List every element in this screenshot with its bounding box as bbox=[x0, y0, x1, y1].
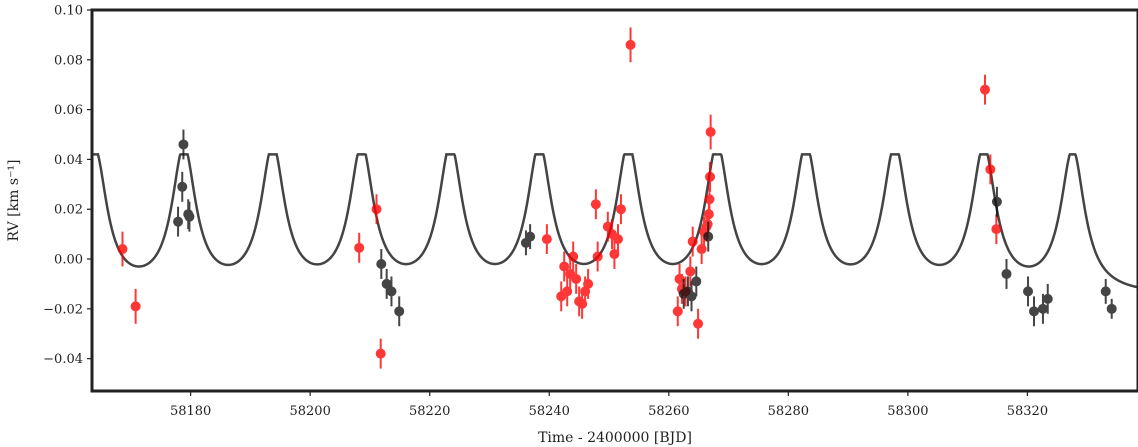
x-tick-label: 58280 bbox=[768, 404, 809, 419]
series-0 bbox=[117, 27, 1002, 369]
data-point bbox=[1037, 303, 1048, 314]
x-tick-label: 58320 bbox=[1007, 404, 1048, 419]
y-axis-label: RV [km s⁻¹] bbox=[6, 160, 22, 242]
data-point bbox=[672, 306, 683, 317]
model-curve bbox=[92, 153, 1138, 289]
data-point bbox=[985, 164, 996, 175]
data-point bbox=[1028, 306, 1039, 317]
x-tick-label: 58240 bbox=[529, 404, 570, 419]
series-1 bbox=[173, 129, 1117, 327]
data-point bbox=[703, 231, 714, 242]
data-point bbox=[1106, 303, 1117, 314]
x-tick-label: 58180 bbox=[170, 404, 211, 419]
data-point bbox=[609, 249, 620, 260]
y-tick-label: 0.00 bbox=[54, 253, 83, 268]
data-point bbox=[1042, 293, 1053, 304]
data-point bbox=[117, 244, 128, 255]
data-point bbox=[130, 301, 141, 312]
data-point bbox=[386, 286, 397, 297]
x-axis: 58180 58200 58220 58240 58260 58280 58300 58320 bbox=[170, 391, 1048, 419]
y-tick-label: 0.08 bbox=[54, 53, 83, 68]
data-point bbox=[354, 242, 365, 253]
plot-frame bbox=[90, 8, 1138, 393]
y-tick-label: −0.02 bbox=[43, 302, 83, 317]
data-point bbox=[590, 199, 601, 210]
x-axis-label: Time - 2400000 [BJD] bbox=[538, 430, 692, 446]
x-tick-label: 58200 bbox=[289, 404, 330, 419]
data-point bbox=[376, 259, 387, 269]
data-point bbox=[615, 204, 626, 215]
data-point bbox=[177, 181, 188, 192]
data-point bbox=[979, 84, 990, 95]
data-point bbox=[559, 261, 570, 272]
data-point bbox=[1100, 286, 1111, 297]
data-point bbox=[685, 266, 696, 277]
data-point bbox=[696, 244, 707, 255]
y-tick-label: −0.04 bbox=[43, 352, 83, 367]
data-point bbox=[583, 278, 594, 289]
data-point bbox=[602, 221, 613, 232]
y-tick-label: 0.10 bbox=[54, 4, 83, 19]
data-point bbox=[1023, 286, 1034, 297]
y-tick-label: 0.06 bbox=[54, 103, 83, 118]
data-point bbox=[991, 224, 1002, 235]
data-point bbox=[612, 234, 623, 245]
x-tick-label: 58300 bbox=[887, 404, 928, 419]
data-point bbox=[394, 306, 405, 317]
data-point bbox=[592, 251, 603, 262]
points-layer bbox=[117, 27, 1117, 369]
y-tick-label: 0.02 bbox=[54, 203, 83, 218]
data-point bbox=[381, 278, 392, 289]
data-point bbox=[687, 236, 698, 247]
data-point bbox=[541, 234, 552, 245]
data-point bbox=[991, 196, 1002, 207]
data-point bbox=[686, 291, 697, 302]
data-point bbox=[173, 216, 184, 227]
data-point bbox=[704, 194, 715, 205]
y-tick-label: 0.04 bbox=[54, 153, 83, 168]
model-layer bbox=[92, 153, 1138, 289]
x-tick-label: 58220 bbox=[409, 404, 450, 419]
x-tick-label: 58260 bbox=[648, 404, 689, 419]
data-point bbox=[705, 171, 716, 182]
data-point bbox=[525, 231, 536, 242]
data-point bbox=[705, 127, 716, 138]
data-point bbox=[568, 251, 579, 262]
data-point bbox=[693, 318, 704, 329]
data-point bbox=[184, 211, 195, 222]
data-point bbox=[691, 276, 702, 287]
data-point bbox=[178, 139, 189, 150]
data-point bbox=[375, 348, 386, 359]
data-point bbox=[371, 204, 382, 215]
data-point bbox=[625, 39, 636, 50]
y-axis: −0.04 −0.02 0.00 0.02 0.04 0.06 0.08 0.10 bbox=[43, 4, 92, 367]
plot-area bbox=[92, 27, 1138, 369]
data-point bbox=[1001, 268, 1012, 279]
data-point bbox=[571, 273, 582, 284]
